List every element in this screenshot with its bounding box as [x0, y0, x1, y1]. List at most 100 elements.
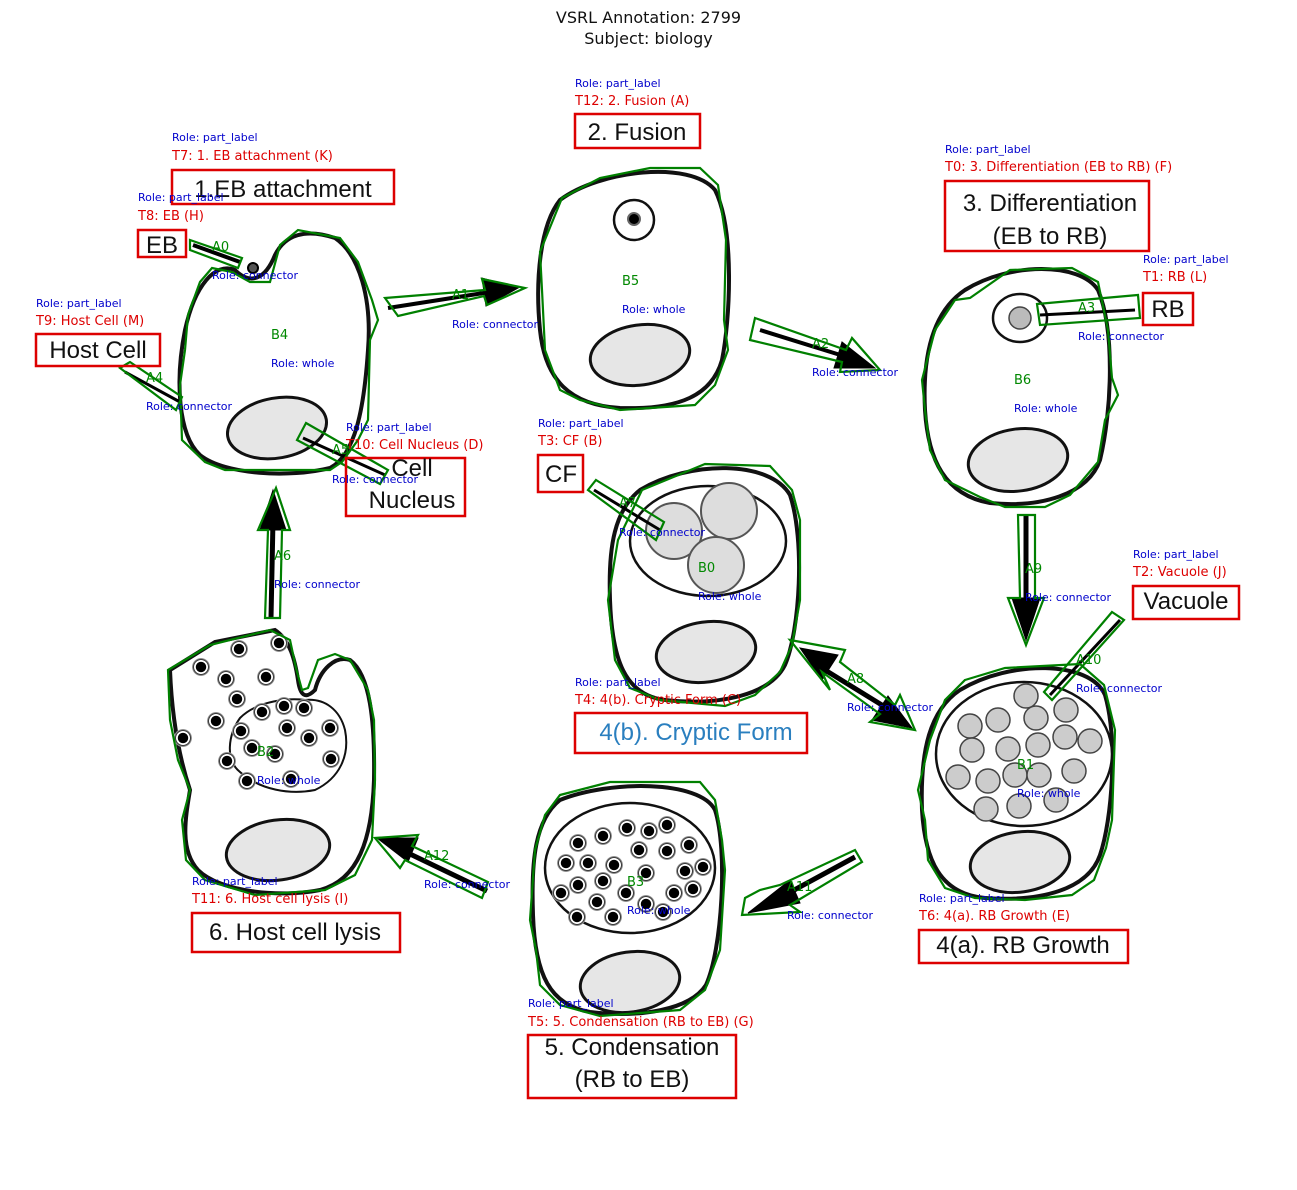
annotation-outlines	[118, 166, 1142, 1018]
blob-role-b0: Role: whole	[698, 590, 762, 603]
role-t2: Role: part_label	[1133, 548, 1219, 561]
arrow-role-a3: Role: connector	[1078, 330, 1164, 343]
role-t6: Role: part_label	[919, 892, 1005, 905]
label-text-t6: 4(a). RB Growth	[936, 932, 1109, 959]
arrow-role-a1: Role: connector	[452, 318, 538, 331]
tag-t9: T9: Host Cell (M)	[35, 314, 144, 329]
blob-role-b5: Role: whole	[622, 303, 686, 316]
blob-outline-b2	[166, 628, 377, 897]
role-t1: Role: part_label	[1143, 253, 1229, 266]
arrow-role-a6: Role: connector	[274, 578, 360, 591]
arrow-id-a7: A7	[619, 496, 636, 511]
label-text-t5-line1: 5. Condensation	[545, 1034, 720, 1061]
arrow-id-a6: A6	[274, 549, 291, 564]
label-text-t4: 4(b). Cryptic Form	[599, 719, 792, 746]
tag-t3: T3: CF (B)	[537, 434, 602, 449]
label-box-t6	[917, 928, 1130, 965]
arrow-outline-a11	[740, 848, 864, 917]
role-t11: Role: part_label	[192, 875, 278, 888]
blob-outline-b1	[916, 662, 1117, 902]
arrow-role-a9: Role: connector	[1025, 591, 1111, 604]
blob-role-b2: Role: whole	[257, 774, 321, 787]
arrow-outline-a7	[586, 478, 666, 542]
role-t8: Role: part_label	[138, 191, 224, 204]
arrow-outline-a9	[1006, 513, 1046, 649]
arrow-outline-a12	[372, 833, 490, 900]
arrow-role-a11: Role: connector	[787, 909, 873, 922]
tag-t0: T0: 3. Differentiation (EB to RB) (F)	[944, 160, 1172, 175]
arrow-outline-a0	[188, 238, 244, 270]
blob-role-b3: Role: whole	[627, 904, 691, 917]
label-box-t2	[1131, 584, 1241, 621]
arrow-outline-a1	[382, 277, 529, 318]
cell-rb-growth	[919, 666, 1115, 901]
label-text-t10-line1: Cell	[391, 455, 432, 482]
arrow-outline-a6	[256, 484, 292, 620]
label-box-t7	[170, 168, 396, 206]
blob-id-b5: B5	[622, 274, 639, 289]
arrow-id-a11: A11	[787, 880, 812, 895]
label-texts: 3. Differentiation (EB to RB) RB Vacuole…	[49, 119, 1228, 1093]
arrow-id-a0: A0	[212, 240, 229, 255]
annotation-title: VSRL Annotation: 2799	[555, 8, 742, 27]
blob-id-b1: B1	[1017, 758, 1034, 773]
label-text-t9: Host Cell	[49, 337, 146, 364]
cell-condensation	[530, 784, 725, 1016]
arrow-outline-a4	[118, 360, 184, 412]
text-annotations: Role: part_label T0: 3. Differentiation …	[35, 77, 1229, 1030]
blob-outline-b5	[538, 166, 730, 412]
blob-outline-b6	[920, 266, 1120, 509]
blob-id-b0: B0	[698, 561, 715, 576]
cell-fusion	[536, 169, 731, 411]
label-text-t1: RB	[1151, 296, 1184, 323]
label-box-t1	[1141, 291, 1195, 327]
blob-role-b4: Role: whole	[271, 357, 335, 370]
arrow-id-a5: A5	[332, 443, 349, 458]
role-t7: Role: part_label	[172, 131, 258, 144]
label-box-t4	[573, 711, 809, 755]
tag-t8: T8: EB (H)	[137, 209, 204, 224]
label-text-t3: CF	[545, 461, 577, 488]
label-text-t11: 6. Host cell lysis	[209, 919, 381, 946]
cell-eb-attachment	[177, 231, 371, 476]
arrow-outline-a8	[787, 638, 917, 732]
label-box-t8	[136, 228, 188, 259]
role-t4: Role: part_label	[575, 676, 661, 689]
label-box-t11	[190, 911, 402, 954]
blob-outline-b3	[528, 780, 727, 1018]
tag-t4: T4: 4(b). Cryptic Form (C)	[574, 693, 741, 708]
tag-t6: T6: 4(a). RB Growth (E)	[918, 909, 1070, 924]
blob-annotations: B0 Role: whole B1 Role: whole B2 Role: w…	[257, 274, 1081, 917]
tag-t10: T10: Cell Nucleus (D)	[345, 438, 483, 453]
tag-t11: T11: 6. Host cell lysis (I)	[191, 892, 348, 907]
blob-id-b2: B2	[257, 745, 274, 760]
tag-t2: T2: Vacuole (J)	[1132, 565, 1227, 580]
label-boxes	[34, 112, 1241, 1100]
arrow-role-a4: Role: connector	[146, 400, 232, 413]
arrow-id-a2: A2	[812, 337, 829, 352]
blob-id-b3: B3	[627, 875, 644, 890]
arrow-role-a5: Role: connector	[332, 473, 418, 486]
arrow-outline-a5	[295, 421, 390, 486]
arrow-role-a10: Role: connector	[1076, 682, 1162, 695]
arrow-role-a2: Role: connector	[812, 366, 898, 379]
arrow-id-a8: A8	[847, 672, 864, 687]
arrow-id-a9: A9	[1025, 562, 1042, 577]
blob-role-b6: Role: whole	[1014, 402, 1078, 415]
label-text-t0-line2: (EB to RB)	[993, 223, 1108, 250]
label-text-t7: 1.EB attachment	[194, 176, 372, 203]
tag-t5: T5: 5. Condensation (RB to EB) (G)	[527, 1015, 754, 1030]
blob-id-b4: B4	[271, 328, 288, 343]
label-text-t10-line2: Nucleus	[369, 487, 456, 514]
label-text-t5-line2: (RB to EB)	[575, 1066, 690, 1093]
blob-id-b6: B6	[1014, 373, 1031, 388]
arrow-id-a4: A4	[146, 371, 163, 386]
role-t5: Role: part_label	[528, 997, 614, 1010]
blob-outline-b0	[606, 462, 802, 708]
arrow-outline-a3	[1035, 293, 1142, 327]
arrow-outline-a2	[748, 316, 883, 374]
arrow-role-a0: Role: connector	[212, 269, 298, 282]
label-text-t12: 2. Fusion	[588, 119, 687, 146]
tag-t12: T12: 2. Fusion (A)	[574, 94, 689, 109]
